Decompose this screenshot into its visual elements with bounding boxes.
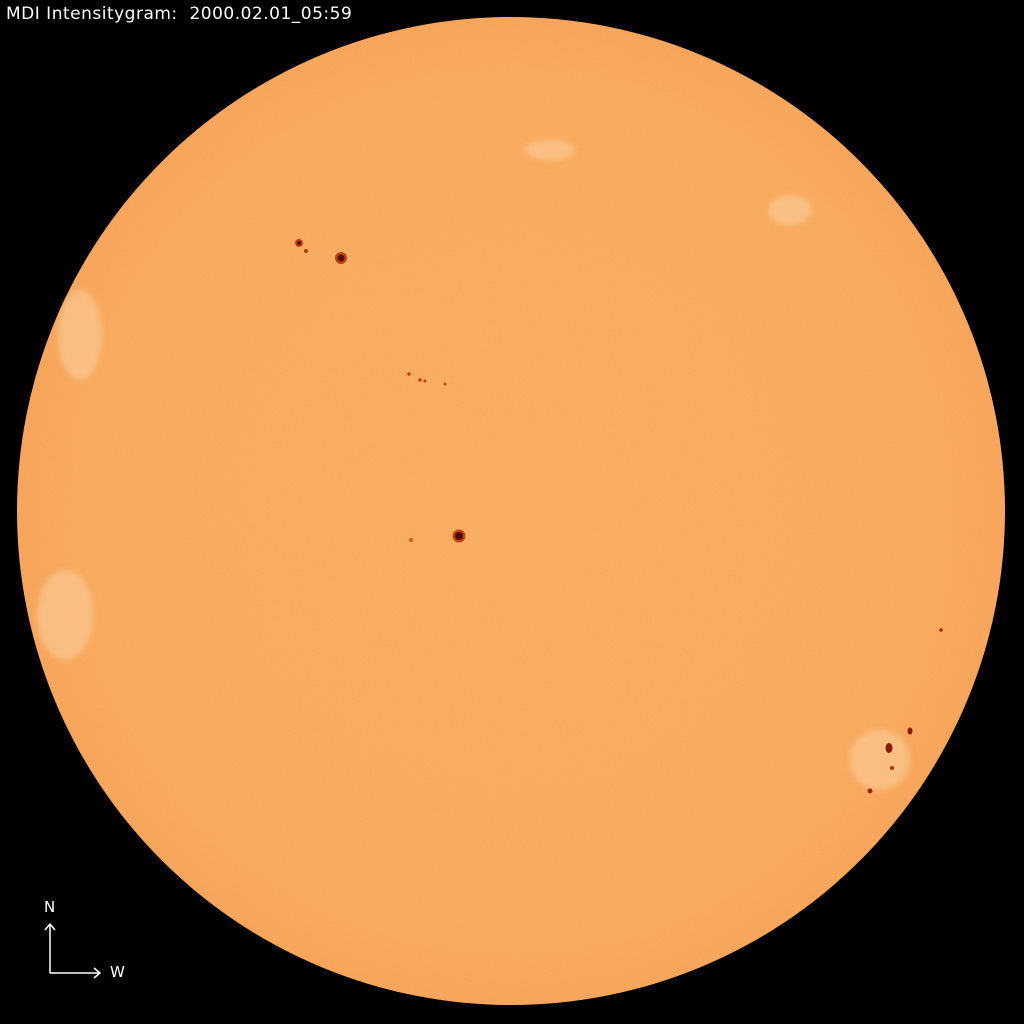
faculae	[37, 140, 910, 790]
north-label: N	[44, 898, 56, 916]
image-title: MDI Intensitygram: 2000.02.01_05:59	[6, 4, 353, 24]
north-west-arrows-icon	[44, 922, 102, 979]
west-label: W	[110, 963, 125, 981]
sunspot	[885, 743, 893, 753]
sunspots	[295, 239, 943, 794]
